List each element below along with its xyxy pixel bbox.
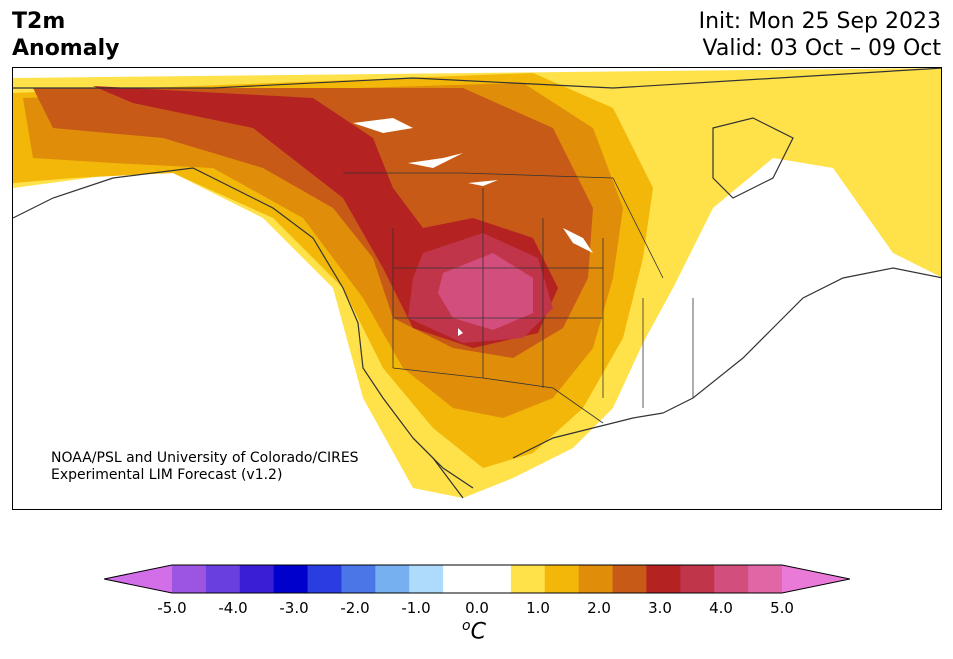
init-date: Init: Mon 25 Sep 2023	[698, 9, 941, 34]
map-title: T2m Anomaly	[12, 8, 119, 62]
hudson-bay	[712, 117, 794, 199]
great-bear-lake	[353, 118, 413, 133]
colorbar-segment	[172, 565, 207, 593]
colorbar-segment	[239, 565, 275, 593]
colorbar-segment	[205, 565, 241, 593]
valid-range: Valid: 03 Oct – 09 Oct	[702, 36, 941, 61]
colorbar-segment	[375, 565, 410, 593]
colorbar-segment	[646, 565, 681, 593]
colorbar-tick-label: 1.0	[526, 599, 550, 617]
colorbar-tick-label: 4.0	[709, 599, 733, 617]
colorbar-segment	[680, 565, 715, 593]
lake-athabasca	[468, 180, 498, 186]
colorbar-segment	[477, 565, 512, 593]
colorbar-extend-max	[782, 565, 850, 593]
east-coast	[662, 267, 941, 414]
colorbar-segment	[510, 565, 546, 593]
colorbar-tick-label: -4.0	[218, 599, 248, 617]
colorbar-tick-label: -3.0	[279, 599, 309, 617]
colorbar-segment	[748, 565, 783, 593]
gulf-coast	[512, 412, 664, 459]
colorbar-segment	[714, 565, 749, 593]
anomaly-map: NOAA/PSL and University of Colorado/CIRE…	[12, 67, 942, 510]
us-mexico-border	[392, 367, 604, 424]
baja	[412, 437, 464, 499]
credit-line2: Experimental LIM Forecast (v1.2)	[51, 467, 283, 483]
unit-letter: C	[470, 619, 486, 645]
great-slave-lake	[408, 153, 463, 168]
band-3-5-to-4	[438, 253, 533, 330]
colorbar-outline	[104, 564, 850, 594]
anomaly-shading	[13, 68, 941, 498]
lakes	[353, 118, 593, 336]
colorbar-segment	[578, 565, 614, 593]
lake-winnipeg	[563, 228, 593, 253]
colorbar-segment	[443, 565, 478, 593]
canada-us-border	[343, 172, 664, 279]
colorbar-segment	[341, 565, 376, 593]
map-canvas	[13, 68, 941, 499]
colorbar	[104, 564, 850, 594]
coastlines	[13, 68, 941, 499]
colorbar-segment	[273, 565, 309, 593]
colorbar-tick-label: 3.0	[648, 599, 672, 617]
colorbar-tick-label: -1.0	[401, 599, 431, 617]
credit: NOAA/PSL and University of Colorado/CIRE…	[51, 450, 359, 484]
colorbar-tick-label: 2.0	[587, 599, 611, 617]
unit-degree: o	[462, 618, 471, 634]
colorbar-unit: oC	[462, 618, 486, 644]
colorbar-tick-label: 5.0	[770, 599, 794, 617]
credit-line1: NOAA/PSL and University of Colorado/CIRE…	[51, 450, 359, 466]
colorbar-segment	[307, 565, 342, 593]
colorbar-segment	[544, 565, 580, 593]
colorbar-tick-label: -2.0	[340, 599, 370, 617]
colorbar-tick-label: -5.0	[157, 599, 187, 617]
title-anomaly: Anomaly	[12, 36, 120, 61]
colorbar-segment	[612, 565, 647, 593]
political-borders	[343, 172, 694, 424]
forecast-dates: Init: Mon 25 Sep 2023 Valid: 03 Oct – 09…	[699, 8, 941, 62]
colorbar-segment	[409, 565, 444, 593]
great-salt-lake	[458, 328, 463, 336]
colorbar-tick-label: 0.0	[465, 599, 489, 617]
arctic-coast	[13, 68, 941, 89]
colorbar-extend-min	[104, 565, 172, 593]
title-variable: T2m	[12, 9, 66, 34]
